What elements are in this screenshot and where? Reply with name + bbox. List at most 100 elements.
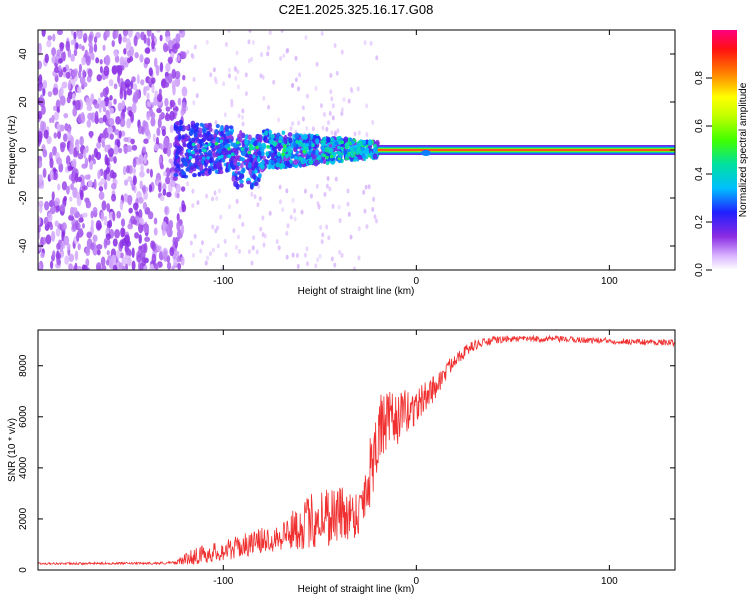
spectrogram-cell (166, 191, 172, 198)
spectrogram-cell (145, 85, 150, 91)
spectrogram-cell (112, 147, 119, 155)
spectrogram-cell (89, 160, 94, 171)
spectrogram-cell (365, 147, 370, 152)
spectrogram-cell (68, 263, 73, 270)
spectrogram-cell (214, 79, 218, 85)
spectrogram-cell (180, 157, 186, 163)
spectrogram-cell (286, 47, 290, 53)
spectrogram-cell (244, 139, 249, 146)
spectrogram-cell (63, 235, 70, 246)
spectrogram-cell (249, 146, 253, 151)
spectrogram-cell (100, 100, 106, 108)
spectrogram-cell (38, 262, 41, 270)
spectrogram-cell (123, 137, 129, 143)
spectrogram-cell (127, 30, 133, 38)
spectrogram-cell (374, 218, 378, 224)
spectrogram-cell (264, 130, 269, 136)
spectrogram-cell (285, 254, 289, 260)
spectrogram-cell (182, 161, 188, 167)
spectrogram-cell (303, 252, 307, 258)
spectrogram-cell (283, 144, 287, 149)
spectrogram-cell (356, 147, 361, 152)
spectrogram-cell (64, 255, 69, 265)
spectrogram-cell (42, 86, 46, 97)
spectrogram-cell (128, 207, 133, 214)
spectrogram-cell (176, 192, 180, 199)
spectrogram-cell (131, 144, 138, 151)
spectrogram-cell (350, 147, 355, 153)
spectrogram-cell (98, 117, 104, 124)
spectrogram-cell (182, 141, 187, 147)
spectrogram-cell (252, 235, 256, 241)
colorbar-label: Normalized spectral amplitude (738, 82, 749, 217)
spectrogram-cell (47, 91, 53, 97)
spectrogram-cell (261, 215, 265, 221)
spectrogram-cell (82, 212, 88, 218)
spectrogram-cell (143, 138, 149, 144)
spectrogram-cell (101, 140, 106, 148)
spectrogram-cell (124, 148, 128, 155)
spectrogram-cell (38, 215, 41, 226)
spectrogram-cell (289, 214, 293, 220)
spectrogram-y-ticks: -40 -20 0 20 40 (18, 48, 675, 253)
spectrogram-cell (113, 49, 118, 57)
spectrogram-cell (217, 155, 222, 160)
spectrogram-cell (251, 245, 255, 251)
spectrogram-cell (356, 86, 360, 92)
spectrogram-cell (150, 112, 156, 119)
spectrogram-cell (116, 64, 123, 75)
spectrogram-cell (325, 126, 329, 132)
spectrogram-cell (241, 121, 245, 127)
spectrogram-cell (337, 204, 341, 210)
spectrogram-cell (285, 188, 289, 194)
spectrogram-cell (220, 154, 224, 159)
spectrogram-cell (53, 111, 60, 121)
spectrogram-cell (100, 256, 106, 267)
spectrogram-cell (131, 76, 136, 83)
spectrogram-cell (104, 54, 111, 66)
spectrogram-cell (107, 144, 111, 150)
spectrogram-cell (161, 129, 166, 137)
spectrogram-cell (347, 98, 351, 104)
spectrogram-cell (258, 143, 262, 147)
spectrogram-cell (235, 164, 240, 171)
spectrogram-cell (49, 223, 54, 231)
spectrogram-cell (202, 156, 206, 160)
spectrogram-cell (373, 144, 377, 148)
spectrogram-cell (176, 163, 181, 169)
snr-x-label: Height of straight line (km) (298, 584, 415, 595)
spectrogram-cell (353, 156, 358, 160)
spectrogram-cell (121, 99, 126, 109)
spectrogram-cell (87, 68, 93, 78)
spectrogram-cell (112, 211, 116, 222)
spectrogram-cell (260, 150, 265, 157)
spectrogram-cell (126, 145, 133, 153)
spectrogram-cell (44, 200, 50, 211)
spectrogram-cell (248, 30, 252, 33)
spectrogram-cell (362, 139, 367, 144)
spectrogram-cell (216, 225, 220, 231)
spectrogram-cell (112, 238, 118, 247)
spectrogram-cell (147, 211, 154, 220)
spectrogram-cell (108, 79, 114, 87)
spectrogram-cell (305, 261, 309, 267)
spectrogram-cell (51, 191, 55, 200)
spectrogram-cell (247, 134, 252, 141)
spectrogram-cell (184, 125, 189, 130)
spectrogram-cell (293, 208, 297, 214)
spectrogram-cell (222, 81, 226, 87)
spectrogram-cell (67, 165, 73, 172)
colorbar-tick-label: 0.0 (694, 263, 705, 277)
spectrogram-cell (120, 130, 126, 137)
spectrogram-cell (142, 184, 147, 195)
spectrogram-cell (77, 243, 81, 251)
spectrogram-cell (260, 163, 265, 170)
spectrogram-cell (177, 97, 182, 106)
spectrogram-cell (305, 93, 309, 99)
spectrogram-cell (190, 124, 196, 129)
spectrogram-cell (301, 158, 307, 164)
spectrogram-cell (118, 33, 122, 45)
spectrogram-cell (78, 63, 83, 73)
spectrogram-cell (300, 209, 304, 215)
spectrogram-cell (181, 134, 186, 140)
